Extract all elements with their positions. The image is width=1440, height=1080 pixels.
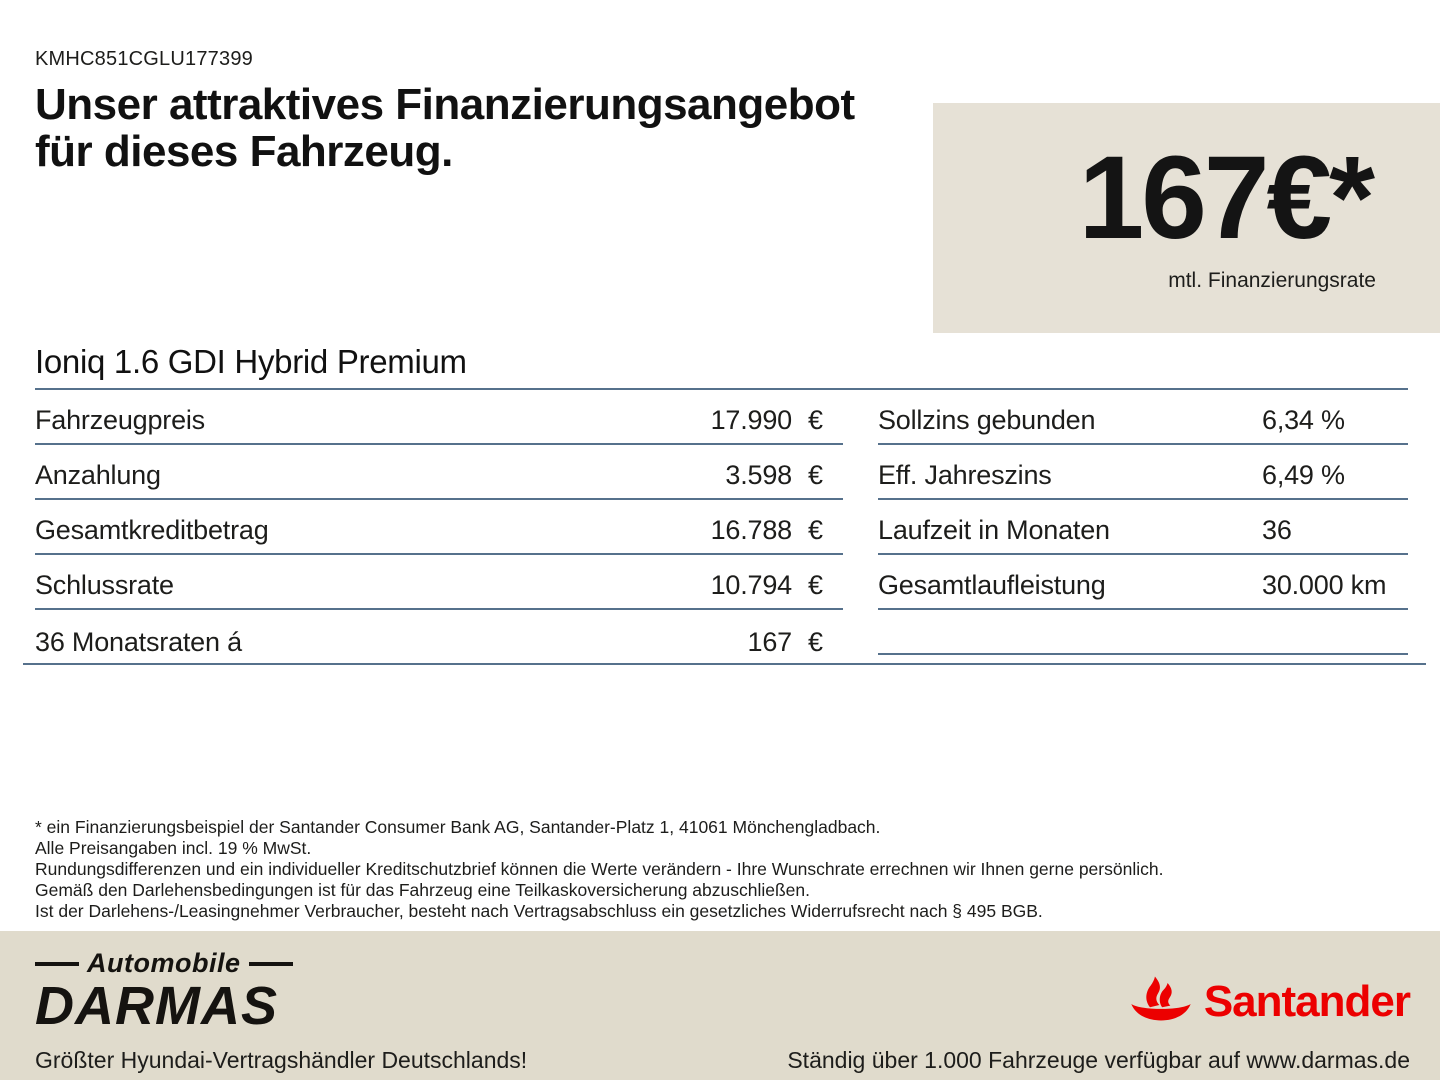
row-label: Fahrzeugpreis bbox=[35, 405, 205, 436]
darmas-dealer-logo: Automobile DARMAS bbox=[35, 948, 293, 1033]
row-label: Eff. Jahreszins bbox=[878, 460, 1052, 491]
row-label: Laufzeit in Monaten bbox=[878, 515, 1110, 546]
row-value: 36 bbox=[1262, 515, 1292, 546]
row-label: Anzahlung bbox=[35, 460, 161, 491]
table-row-gesamtkreditbetrag: Gesamtkreditbetrag 16.788 € bbox=[35, 500, 843, 556]
monthly-rate-value: 167€* bbox=[1078, 132, 1375, 264]
row-value: 30.000 km bbox=[1262, 570, 1387, 601]
table-row-schlussrate: Schlussrate 10.794 € bbox=[35, 555, 843, 611]
fineprint-line: Gemäß den Darlehensbedingungen ist für d… bbox=[35, 880, 810, 901]
row-unit: € bbox=[808, 627, 823, 658]
table-row-jahreszins: Eff. Jahreszins 6,49 % bbox=[878, 445, 1408, 501]
fineprint-line: * ein Finanzierungsbeispiel der Santande… bbox=[35, 817, 881, 838]
footer-taglines: Größter Hyundai-Vertragshändler Deutschl… bbox=[35, 1047, 1410, 1074]
darmas-logo-main-text: DARMAS bbox=[35, 976, 278, 1036]
row-label: Gesamtlaufleistung bbox=[878, 570, 1106, 601]
header: KMHC851CGLU177399 Unser attraktives Fina… bbox=[0, 48, 1440, 333]
footer: Automobile DARMAS Santander Größter Hyun… bbox=[0, 931, 1440, 1080]
logo-rule-right bbox=[248, 961, 293, 966]
fineprint-line: Alle Preisangaben incl. 19 % MwSt. bbox=[35, 838, 312, 859]
monthly-rate-box: 167€* mtl. Finanzierungsrate bbox=[933, 103, 1440, 333]
row-value: 10.794 bbox=[710, 570, 793, 601]
darmas-logo-automobile: Automobile bbox=[35, 948, 293, 979]
row-label: Gesamtkreditbetrag bbox=[35, 515, 269, 546]
darmas-logo-top-text: Automobile bbox=[87, 948, 241, 978]
row-value: 6,49 % bbox=[1262, 460, 1345, 491]
row-label: 36 Monatsraten á bbox=[35, 627, 242, 658]
table-row-fahrzeugpreis: Fahrzeugpreis 17.990 € bbox=[35, 390, 843, 446]
row-value: 17.990 bbox=[710, 405, 793, 436]
finance-table-right-column: Sollzins gebunden 6,34 % Eff. Jahreszins… bbox=[878, 390, 1408, 665]
row-unit: € bbox=[808, 460, 823, 491]
table-row-monatsraten: 36 Monatsraten á 167 € bbox=[35, 610, 843, 665]
santander-flame-icon bbox=[1128, 975, 1194, 1028]
finance-table-left-column: Fahrzeugpreis 17.990 € Anzahlung 3.598 €… bbox=[35, 390, 843, 665]
fineprint-line: Ist der Darlehens-/Leasingnehmer Verbrau… bbox=[35, 901, 1043, 922]
offer-section: Ioniq 1.6 GDI Hybrid Premium Fahrzeugpre… bbox=[23, 343, 1426, 666]
row-unit: € bbox=[808, 570, 823, 601]
tagline-website: Ständig über 1.000 Fahrzeuge verfügbar a… bbox=[787, 1047, 1410, 1073]
santander-logo: Santander bbox=[1128, 975, 1411, 1028]
page-title-line1: Unser attraktives Finanzierungsangebot bbox=[35, 80, 855, 129]
santander-wordmark: Santander bbox=[1203, 976, 1411, 1026]
table-row-gesamtlaufleistung: Gesamtlaufleistung 30.000 km bbox=[878, 555, 1408, 611]
logo-rule-left bbox=[35, 961, 79, 966]
vehicle-vin: KMHC851CGLU177399 bbox=[35, 48, 253, 70]
finance-table: Fahrzeugpreis 17.990 € Anzahlung 3.598 €… bbox=[23, 390, 1426, 666]
table-row-laufzeit: Laufzeit in Monaten 36 bbox=[878, 500, 1408, 556]
fineprint: * ein Finanzierungsbeispiel der Santande… bbox=[35, 817, 1405, 922]
table-row-sollzins: Sollzins gebunden 6,34 % bbox=[878, 390, 1408, 446]
row-value: 6,34 % bbox=[1262, 405, 1345, 436]
row-unit: € bbox=[808, 405, 823, 436]
row-label: Schlussrate bbox=[35, 570, 174, 601]
vehicle-model-title: Ioniq 1.6 GDI Hybrid Premium bbox=[35, 343, 1408, 391]
page-title: Unser attraktives Finanzierungsangebot f… bbox=[35, 81, 925, 175]
row-value: 16.788 bbox=[710, 515, 793, 546]
fineprint-line: Rundungsdifferenzen und ein individuelle… bbox=[35, 859, 1164, 880]
row-label: Sollzins gebunden bbox=[878, 405, 1096, 436]
row-value: 167 bbox=[747, 627, 793, 658]
table-row-anzahlung: Anzahlung 3.598 € bbox=[35, 445, 843, 501]
tagline-dealer: Größter Hyundai-Vertragshändler Deutschl… bbox=[35, 1047, 528, 1073]
table-row-empty bbox=[878, 610, 1408, 656]
row-value: 3.598 bbox=[725, 460, 792, 491]
page-title-line2: für dieses Fahrzeug. bbox=[35, 127, 453, 177]
monthly-rate-caption: mtl. Finanzierungsrate bbox=[1168, 269, 1376, 292]
row-unit: € bbox=[808, 515, 823, 546]
